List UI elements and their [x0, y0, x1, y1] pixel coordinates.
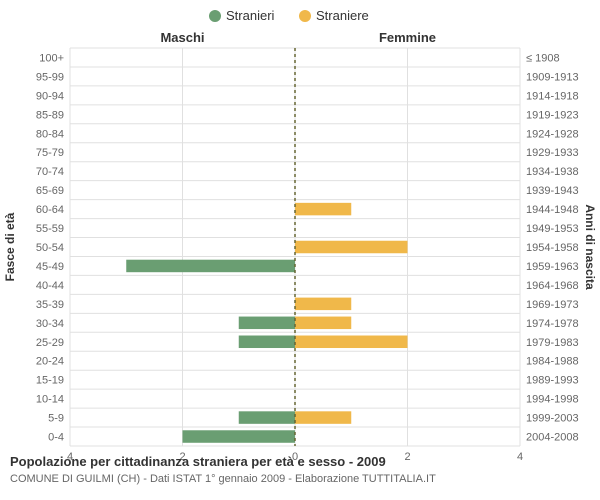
- age-label: 20-24: [36, 356, 64, 368]
- axis-title-left: Fasce di età: [3, 212, 17, 281]
- year-label: 1984-1988: [526, 356, 579, 368]
- bar-female: [295, 241, 408, 254]
- year-label: 1949-1953: [526, 223, 579, 235]
- year-label: 1959-1963: [526, 261, 579, 273]
- bar-male: [183, 430, 296, 443]
- age-label: 80-84: [36, 128, 64, 140]
- year-label: 1974-1978: [526, 318, 579, 330]
- year-label: 1944-1948: [526, 204, 579, 216]
- age-label: 55-59: [36, 223, 64, 235]
- x-tick-label: 4: [517, 451, 523, 463]
- year-label: 1999-2003: [526, 413, 579, 425]
- age-label: 45-49: [36, 261, 64, 273]
- age-label: 85-89: [36, 109, 64, 121]
- caption-title: Popolazione per cittadinanza straniera p…: [10, 454, 386, 469]
- legend-swatch-male: [209, 10, 221, 22]
- legend-label-male: Stranieri: [226, 8, 275, 23]
- age-label: 60-64: [36, 204, 64, 216]
- bar-male: [239, 317, 295, 330]
- year-label: 1934-1938: [526, 166, 579, 178]
- year-label: 1929-1933: [526, 147, 579, 159]
- bar-male: [239, 411, 295, 424]
- age-label: 75-79: [36, 147, 64, 159]
- age-label: 40-44: [36, 280, 64, 292]
- bar-male: [239, 336, 295, 349]
- year-label: 1919-1923: [526, 109, 579, 121]
- year-label: 1994-1998: [526, 394, 579, 406]
- year-label: 1989-1993: [526, 375, 579, 387]
- age-label: 90-94: [36, 90, 64, 102]
- x-tick-label: 2: [404, 451, 410, 463]
- column-title-female: Femmine: [379, 30, 436, 45]
- age-label: 25-29: [36, 337, 64, 349]
- year-label: ≤ 1908: [526, 52, 560, 64]
- legend-label-female: Straniere: [316, 8, 369, 23]
- year-label: 1954-1958: [526, 242, 579, 254]
- legend-swatch-female: [299, 10, 311, 22]
- age-label: 5-9: [48, 413, 64, 425]
- bar-female: [295, 411, 351, 424]
- year-label: 1924-1928: [526, 128, 579, 140]
- age-label: 100+: [39, 52, 64, 64]
- year-label: 1969-1973: [526, 299, 579, 311]
- bar-female: [295, 203, 351, 216]
- age-label: 30-34: [36, 318, 64, 330]
- age-label: 0-4: [48, 432, 64, 444]
- column-title-male: Maschi: [160, 30, 204, 45]
- axis-title-right: Anni di nascita: [583, 204, 597, 290]
- bar-female: [295, 336, 408, 349]
- year-label: 2004-2008: [526, 432, 579, 444]
- year-label: 1914-1918: [526, 90, 579, 102]
- caption-subtitle: COMUNE DI GUILMI (CH) - Dati ISTAT 1° ge…: [10, 473, 436, 485]
- age-label: 95-99: [36, 71, 64, 83]
- year-label: 1939-1943: [526, 185, 579, 197]
- age-label: 50-54: [36, 242, 64, 254]
- bar-male: [126, 260, 295, 273]
- age-label: 15-19: [36, 375, 64, 387]
- age-label: 35-39: [36, 299, 64, 311]
- year-label: 1979-1983: [526, 337, 579, 349]
- age-label: 10-14: [36, 394, 64, 406]
- year-label: 1909-1913: [526, 71, 579, 83]
- year-label: 1964-1968: [526, 280, 579, 292]
- bar-female: [295, 317, 351, 330]
- bar-female: [295, 298, 351, 311]
- age-label: 65-69: [36, 185, 64, 197]
- population-pyramid-chart: Stranieri Straniere Maschi Femmine 100+ ≤ 190…: [0, 0, 600, 500]
- age-label: 70-74: [36, 166, 64, 178]
